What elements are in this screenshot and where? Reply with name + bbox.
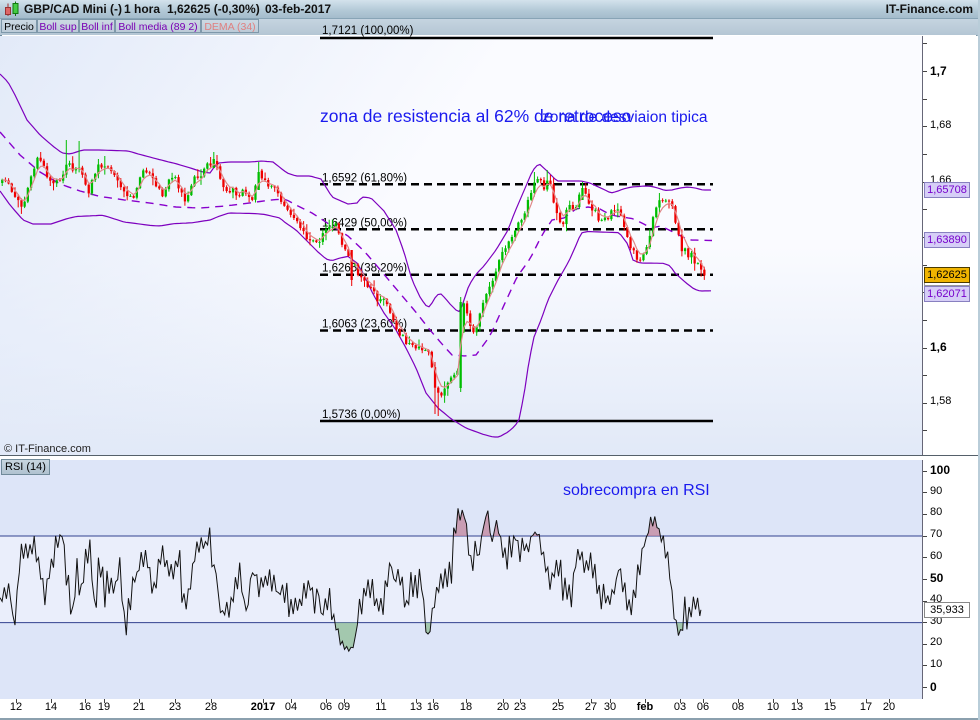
- svg-text:1,6592 (61,80%): 1,6592 (61,80%): [322, 172, 407, 184]
- svg-text:1,5736 (0,00%): 1,5736 (0,00%): [322, 409, 401, 421]
- svg-text:1,6429 (50,00%): 1,6429 (50,00%): [322, 217, 407, 229]
- svg-text:1,6265 (38,20%): 1,6265 (38,20%): [322, 263, 407, 275]
- svg-text:1,6063 (23,60%): 1,6063 (23,60%): [322, 319, 407, 331]
